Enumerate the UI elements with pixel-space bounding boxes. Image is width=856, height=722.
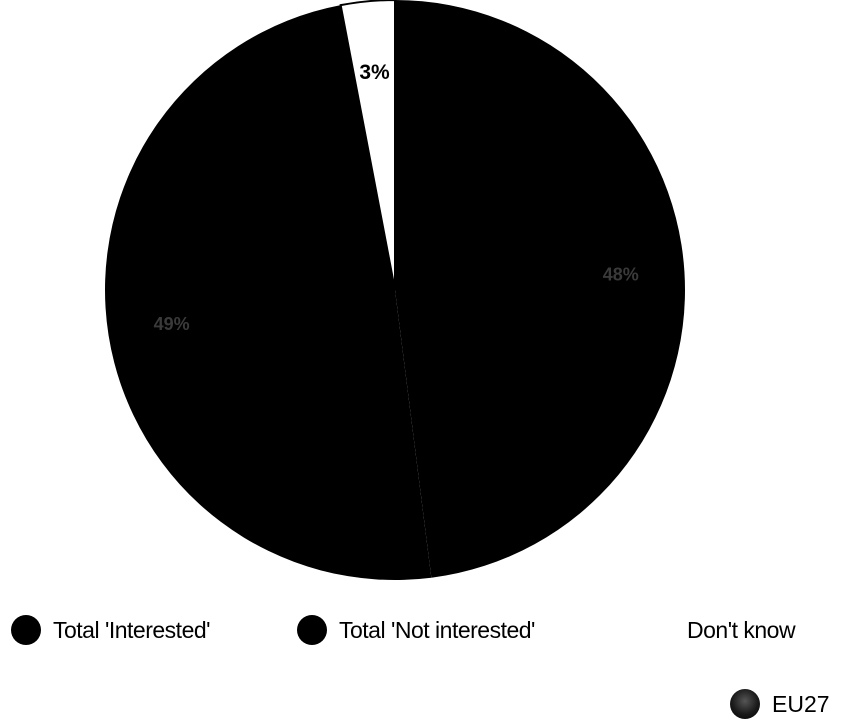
pie-slice-0 <box>105 5 432 580</box>
pie-label-1: 48% <box>603 265 639 285</box>
legend-item-interested: Total 'Interested' <box>11 612 211 648</box>
region-label: EU27 <box>772 690 830 717</box>
legend-swatch-interested <box>11 615 41 645</box>
pie-chart: 3% 49% 48% <box>105 0 686 580</box>
region-marker: EU27 <box>730 688 830 720</box>
pie-labels: 3% 49% 48% <box>154 61 639 334</box>
globe-icon <box>730 689 760 719</box>
legend-label-dont-know: Don't know <box>687 616 796 643</box>
legend-label-not-interested: Total 'Not interested' <box>339 616 535 643</box>
pie-slice-2 <box>339 0 396 291</box>
pie-slices <box>105 0 686 580</box>
pie-label-0: 49% <box>154 314 190 334</box>
legend-item-dont-know: Don't know <box>687 612 796 648</box>
chart-legend: Total 'Interested' Total 'Not interested… <box>0 612 856 652</box>
pie-label-2: 3% <box>359 61 390 84</box>
legend-label-interested: Total 'Interested' <box>53 616 211 643</box>
legend-swatch-not-interested <box>297 615 327 645</box>
pie-slice-1 <box>395 0 686 578</box>
legend-item-not-interested: Total 'Not interested' <box>297 612 535 648</box>
